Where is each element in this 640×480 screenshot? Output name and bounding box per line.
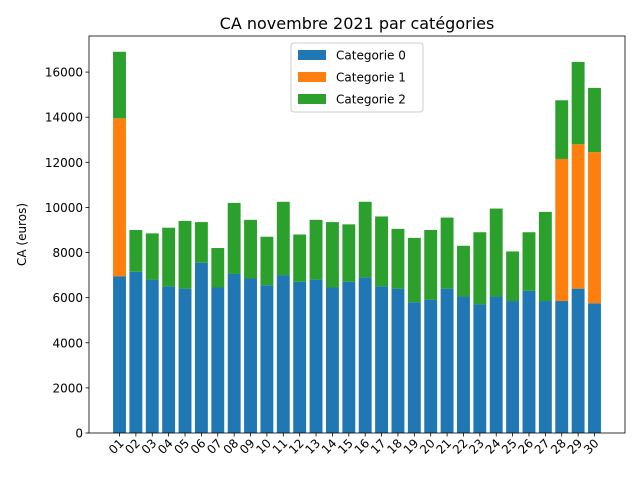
bar-series0-06 xyxy=(194,262,208,433)
bar-series0-05 xyxy=(178,288,192,433)
bar-series0-01 xyxy=(113,276,126,433)
bars-group xyxy=(113,51,601,433)
y-tick-label-16000: 16000 xyxy=(45,66,83,80)
bar-series2-26 xyxy=(522,232,536,291)
y-tick-label-14000: 14000 xyxy=(45,111,83,125)
bar-series2-18 xyxy=(391,228,405,289)
bar-series2-30 xyxy=(588,87,601,153)
bar-series0-24 xyxy=(489,296,503,433)
bar-series2-02 xyxy=(129,229,143,272)
bar-series1-28 xyxy=(555,158,569,302)
bar-series2-04 xyxy=(162,227,176,287)
y-axis: 0 2000 4000 6000 8000 10000 12000 14000 16000 xyxy=(45,66,89,441)
bar-series0-18 xyxy=(391,288,405,433)
bar-series0-17 xyxy=(375,286,389,433)
legend-label-1: Categorie 1 xyxy=(336,71,406,85)
y-tick-label-10000: 10000 xyxy=(45,201,83,215)
bar-series0-30 xyxy=(588,303,601,433)
bar-series0-11 xyxy=(276,275,290,433)
bar-series1-29 xyxy=(571,144,585,289)
bar-series2-27 xyxy=(538,211,552,302)
bar-series2-01 xyxy=(113,51,126,119)
bar-series2-28 xyxy=(555,100,569,159)
bar-series2-24 xyxy=(489,208,503,297)
bar-series0-12 xyxy=(293,281,307,433)
bar-series0-04 xyxy=(162,286,176,433)
y-tick-label-8000: 8000 xyxy=(52,246,83,260)
legend: Categorie 0 Categorie 1 Categorie 2 xyxy=(290,42,424,113)
bar-series2-09 xyxy=(244,219,257,279)
bar-series1-01 xyxy=(113,118,126,277)
legend-label-0: Categorie 0 xyxy=(336,49,406,63)
bar-series0-08 xyxy=(227,273,241,433)
bar-series0-02 xyxy=(129,271,143,433)
plot-frame xyxy=(88,35,626,434)
bar-series2-25 xyxy=(506,251,520,302)
chart-title: CA novembre 2021 par catégories xyxy=(220,14,495,33)
bar-series0-20 xyxy=(424,299,438,433)
y-tick-label-12000: 12000 xyxy=(45,156,83,170)
bar-series2-10 xyxy=(260,236,274,286)
bar-series2-23 xyxy=(473,232,487,305)
bar-series0-21 xyxy=(440,288,454,433)
bar-series2-14 xyxy=(325,222,339,288)
bar-series2-22 xyxy=(457,245,470,297)
bar-series2-15 xyxy=(342,224,356,282)
bar-series2-13 xyxy=(309,219,323,280)
bar-series2-08 xyxy=(227,202,241,274)
y-tick-label-0: 0 xyxy=(75,427,83,441)
bar-series0-22 xyxy=(457,296,470,433)
bar-series2-16 xyxy=(358,201,372,278)
y-tick-label-4000: 4000 xyxy=(52,336,83,350)
bar-series0-16 xyxy=(358,277,372,433)
bar-series0-25 xyxy=(506,301,520,433)
legend-swatch-1 xyxy=(298,72,326,82)
bar-series0-28 xyxy=(555,301,569,433)
bar-series0-15 xyxy=(342,281,356,433)
bar-series1-30 xyxy=(588,152,601,304)
bar-series2-05 xyxy=(178,220,192,289)
x-axis: 0102030405060708091011121314151617181920… xyxy=(106,433,602,457)
bar-series2-20 xyxy=(424,229,438,300)
y-axis-label: CA (euros) xyxy=(15,203,29,266)
bar-series2-17 xyxy=(375,216,389,287)
legend-label-2: Categorie 2 xyxy=(336,93,406,107)
legend-swatch-2 xyxy=(298,94,326,104)
y-tick-label-2000: 2000 xyxy=(52,381,83,395)
bar-series0-19 xyxy=(407,302,421,433)
bar-series0-27 xyxy=(538,301,552,433)
bar-series2-12 xyxy=(293,234,307,282)
bar-series2-07 xyxy=(211,248,225,288)
bar-series0-13 xyxy=(309,279,323,433)
bar-series0-26 xyxy=(522,290,536,433)
bar-series0-03 xyxy=(145,279,159,433)
bar-series2-29 xyxy=(571,61,585,145)
bar-series0-14 xyxy=(325,287,339,433)
x-tick-label-30: 30 xyxy=(581,436,602,457)
bar-series0-29 xyxy=(571,288,585,433)
bar-series0-23 xyxy=(473,304,487,433)
bar-series2-19 xyxy=(407,237,421,303)
bar-series2-21 xyxy=(440,217,454,289)
bar-series0-09 xyxy=(244,278,257,433)
bar-series2-03 xyxy=(145,233,159,280)
bar-series2-06 xyxy=(194,222,208,263)
bar-series0-07 xyxy=(211,287,225,433)
bar-series0-10 xyxy=(260,285,274,433)
y-tick-label-6000: 6000 xyxy=(52,291,83,305)
legend-swatch-0 xyxy=(298,50,326,60)
bar-series2-11 xyxy=(276,201,290,276)
